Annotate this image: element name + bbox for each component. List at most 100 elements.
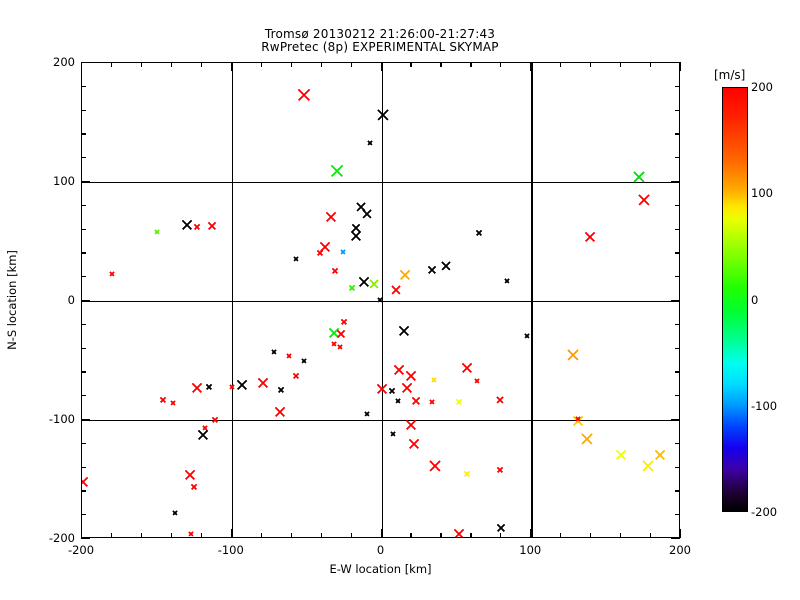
axis-tick-x	[560, 62, 562, 67]
data-point-marker	[377, 109, 389, 122]
axis-tick-x	[200, 533, 202, 538]
data-point-marker	[184, 469, 196, 480]
gridline-horizontal	[82, 182, 679, 184]
data-point-marker	[336, 330, 346, 339]
data-point-marker	[400, 269, 411, 281]
data-point-marker	[431, 377, 437, 383]
axis-tick-y	[81, 109, 86, 111]
axis-tick-y	[81, 157, 86, 159]
scatter-plot-frame	[81, 62, 680, 538]
colorbar-unit-label: [m/s]	[714, 68, 746, 82]
data-point-marker	[301, 357, 307, 364]
data-point-marker	[317, 250, 324, 257]
axis-tick-y	[81, 252, 86, 254]
data-point-marker	[348, 284, 355, 291]
colorbar	[722, 87, 748, 512]
axis-tick-x	[380, 529, 382, 538]
data-point-marker	[633, 171, 645, 183]
data-point-marker	[325, 211, 336, 222]
axis-tick-y	[81, 276, 86, 278]
data-point-marker	[109, 271, 115, 277]
data-point-marker	[504, 278, 510, 284]
colorbar-gradient	[722, 87, 748, 512]
axis-tick-y	[671, 419, 680, 421]
data-point-marker	[206, 383, 213, 390]
plot-area	[82, 63, 679, 537]
axis-tick-x	[290, 62, 292, 67]
axis-tick-x	[230, 529, 232, 538]
data-point-marker	[411, 396, 421, 406]
data-point-marker	[355, 202, 366, 212]
data-point-marker	[654, 449, 666, 460]
data-point-marker	[191, 483, 198, 490]
colorbar-tick-label: 200	[751, 80, 773, 94]
axis-tick-y	[675, 442, 680, 444]
axis-tick-x	[620, 533, 622, 538]
axis-tick-x	[410, 533, 412, 538]
axis-tick-y	[81, 85, 86, 87]
axis-tick-x	[590, 533, 592, 538]
x-axis-title: E-W location [km]	[329, 562, 432, 576]
axis-tick-x	[320, 533, 322, 538]
axis-tick-x	[530, 62, 532, 71]
axis-tick-x	[590, 62, 592, 67]
y-tick-label: -100	[48, 412, 75, 426]
page-title: Tromsø 20130212 21:26:00-21:27:43 RwPret…	[0, 28, 760, 54]
axis-tick-x	[440, 533, 442, 538]
axis-tick-y	[675, 109, 680, 111]
data-point-marker	[154, 229, 160, 235]
data-point-marker	[159, 396, 166, 403]
colorbar-tick-label: 100	[751, 186, 773, 201]
data-point-marker	[293, 256, 299, 262]
axis-tick-y	[81, 323, 86, 325]
x-tick-label: -100	[217, 543, 244, 557]
data-point-marker	[567, 348, 579, 361]
axis-tick-y	[675, 228, 680, 230]
axis-tick-y	[675, 371, 680, 373]
axis-tick-x	[260, 533, 262, 538]
axis-tick-x	[260, 62, 262, 67]
axis-tick-y	[81, 442, 86, 444]
y-tick-label: -200	[48, 531, 75, 545]
axis-tick-x	[380, 62, 382, 71]
x-tick-label: 100	[519, 543, 542, 557]
axis-tick-x	[230, 62, 232, 71]
data-point-marker	[192, 382, 203, 394]
data-point-marker	[401, 382, 413, 394]
data-point-marker	[328, 327, 339, 339]
data-point-marker	[257, 377, 269, 389]
data-point-marker	[398, 325, 410, 336]
axis-tick-x	[200, 62, 202, 67]
data-point-marker	[637, 194, 650, 206]
axis-tick-x	[350, 533, 352, 538]
axis-tick-x	[500, 62, 502, 67]
data-point-marker	[394, 364, 405, 376]
data-point-marker	[198, 430, 209, 441]
axis-tick-x	[530, 529, 532, 538]
axis-tick-x	[680, 62, 682, 71]
axis-tick-x	[320, 62, 322, 67]
axis-tick-y	[81, 300, 90, 302]
axis-tick-y	[675, 466, 680, 468]
x-tick-label: -200	[67, 543, 95, 557]
data-point-marker	[361, 209, 372, 219]
axis-tick-y	[81, 371, 86, 373]
axis-tick-y	[675, 157, 680, 159]
data-point-marker	[286, 353, 292, 359]
data-point-marker	[271, 349, 277, 355]
axis-tick-y	[671, 181, 680, 183]
axis-tick-x	[140, 62, 143, 67]
axis-tick-x	[110, 533, 113, 538]
axis-tick-y	[81, 419, 90, 421]
axis-tick-y	[675, 514, 680, 516]
axis-tick-y	[81, 490, 86, 492]
axis-tick-y	[675, 395, 680, 397]
data-point-marker	[297, 88, 310, 102]
colorbar-tick-label: -100	[751, 398, 778, 413]
data-point-marker	[351, 224, 361, 233]
colorbar-tick-label: 0	[751, 292, 759, 307]
axis-tick-x	[500, 533, 502, 538]
y-tick-label: 100	[53, 174, 75, 188]
data-point-marker	[363, 411, 370, 417]
data-point-marker	[409, 438, 420, 450]
